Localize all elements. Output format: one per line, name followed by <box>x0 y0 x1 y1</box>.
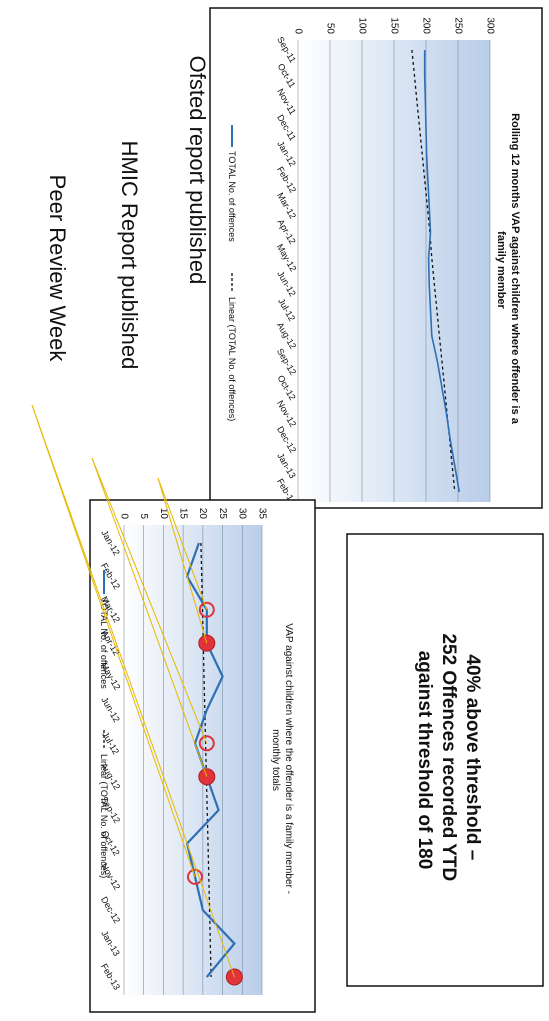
svg-text:40% above threshold – 25: 40% above threshold – 252 Offences recor… <box>414 633 483 886</box>
event-leader-line <box>31 404 196 878</box>
legend-linear: Linear (TOTAL No. of offences) <box>227 297 237 421</box>
y-tick-label: 200 <box>420 17 431 34</box>
callout-line-1: 40% above threshold – <box>462 654 483 860</box>
y-tick-label: 250 <box>452 17 463 34</box>
y-tick-label: 100 <box>356 17 367 34</box>
threshold-callout: 40% above threshold – 252 Offences recor… <box>414 633 483 886</box>
monthly-plot-area <box>124 525 262 995</box>
event-leader-line <box>91 457 208 777</box>
callout-line-3: against threshold of 180 <box>414 651 435 870</box>
legend-linear: Linear (TOTAL No. of offences) <box>99 754 109 878</box>
monthly-chart-title: VAP against children where the offender … <box>270 623 294 896</box>
monthly-legend: TOTAL No. of offences Linear (TOTAL No. … <box>99 570 109 878</box>
monthly-chart: 0 5 10 15 20 25 30 35 Jan-12Feb-12Mar-12Apr-12M… <box>99 508 294 995</box>
rolling-trend-line <box>411 49 456 493</box>
event-ring-marker <box>186 868 203 885</box>
event-leader-line <box>31 404 235 978</box>
y-tick-label: 150 <box>388 17 399 34</box>
y-tick-label: 50 <box>324 23 335 35</box>
y-tick-label: 35 <box>256 508 267 520</box>
y-tick-label: 10 <box>158 508 169 520</box>
legend-total: TOTAL No. of offences <box>227 151 237 242</box>
event-leader-line <box>157 477 208 610</box>
event-label-ofsted: Ofsted report published <box>185 56 210 285</box>
y-tick-label: 300 <box>484 17 495 34</box>
y-tick-label: 20 <box>197 508 208 520</box>
y-tick-label: 25 <box>217 508 228 520</box>
legend-total: TOTAL No. of offences <box>99 598 109 689</box>
event-ring-marker <box>198 735 215 752</box>
event-leader-line <box>157 477 208 644</box>
event-label-peer-review: Peer Review Week <box>45 175 70 363</box>
y-tick-label: 0 <box>292 28 303 34</box>
rolling-series-line <box>423 50 461 493</box>
y-tick-label: 5 <box>138 513 149 519</box>
event-leader-line <box>91 457 208 744</box>
callout-line-2: 252 Offences recorded YTD <box>438 633 459 881</box>
event-label-hmic: HMIC Report published <box>117 141 142 370</box>
threshold-callout-box <box>346 533 544 987</box>
event-ring-marker <box>198 601 215 618</box>
rolling-chart-title: Rolling 12 months VAP against children w… <box>495 113 521 427</box>
y-tick-label: 15 <box>178 508 189 520</box>
y-tick-label: 30 <box>237 508 248 520</box>
y-tick-label: 0 <box>118 513 129 519</box>
rolling-legend: TOTAL No. of offences Linear (TOTAL No. … <box>227 125 237 421</box>
